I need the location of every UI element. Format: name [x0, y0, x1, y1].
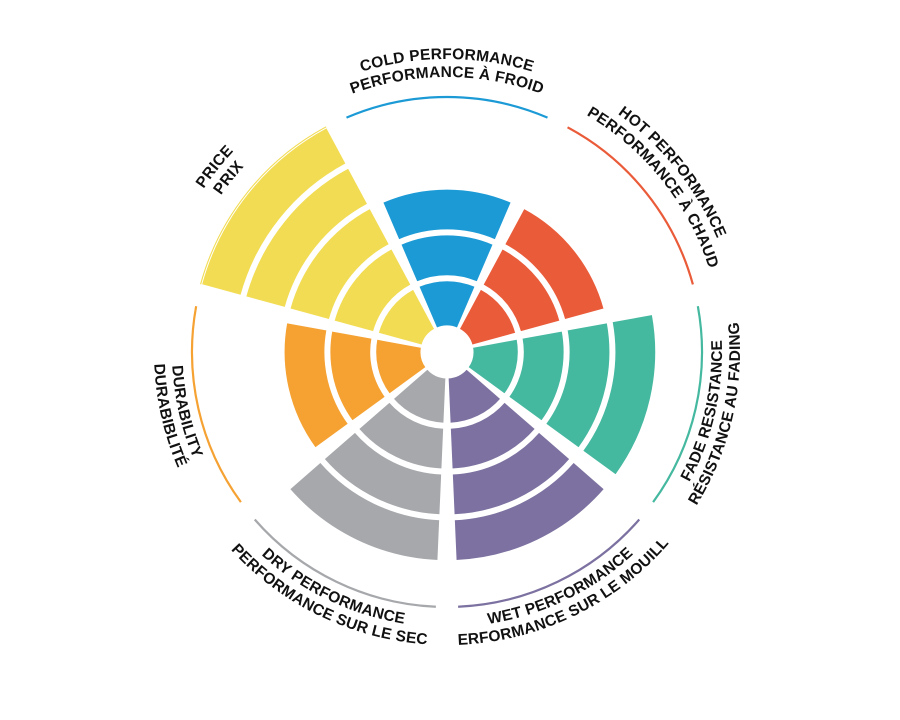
- ring-segment-dry-performance-level-1[interactable]: [392, 368, 447, 424]
- ring-segment-dry-performance-level-3[interactable]: [323, 431, 443, 516]
- ring-segment-cold-performance-level-1[interactable]: [418, 280, 476, 329]
- ring-segment-cold-performance-level-2[interactable]: [400, 234, 494, 283]
- ring-segment-wet-performance-level-2[interactable]: [449, 401, 536, 470]
- ring-segment-price-level-1[interactable]: [377, 288, 436, 346]
- ring-segment-wet-performance-level-1[interactable]: [447, 368, 502, 424]
- ring-segment-fade-resistance-level-3[interactable]: [544, 322, 611, 449]
- sector-wedges: [193, 127, 657, 562]
- ring-segment-durability-level-3[interactable]: [283, 322, 350, 449]
- ring-segment-wet-performance-level-4[interactable]: [453, 461, 606, 562]
- ring-segment-durability-level-1[interactable]: [375, 338, 427, 395]
- outer-reference-arc-fade-resistance: [652, 305, 704, 503]
- ring-segment-price-level-4[interactable]: [245, 167, 369, 309]
- sector-label-hot-performance-line1: HOT PERFORMANCE: [615, 103, 729, 240]
- ring-segment-price-level-2[interactable]: [333, 248, 412, 333]
- outer-reference-arc-dry-performance: [253, 518, 436, 608]
- ring-track-durability-level-5: [193, 306, 275, 502]
- ring-segment-cold-performance-level-3[interactable]: [382, 188, 512, 241]
- ring-segment-wet-performance-level-3[interactable]: [451, 431, 571, 516]
- outer-reference-arc-wet-performance: [458, 518, 641, 608]
- outer-reference-arc-hot-performance: [567, 126, 694, 285]
- ring-segment-fade-resistance-level-1[interactable]: [467, 338, 519, 395]
- outer-reference-arc-durability: [190, 305, 242, 503]
- ring-segment-price-level-5[interactable]: [200, 127, 347, 297]
- ring-segment-hot-performance-level-3[interactable]: [504, 207, 605, 321]
- outer-reference-arc-cold-performance: [346, 95, 548, 119]
- sector-label-wet-performance-line1: PERFORMANCE SUR LE MOUILLÉ: [0, 0, 672, 649]
- ring-segment-fade-resistance-level-4[interactable]: [582, 313, 657, 476]
- ring-segment-dry-performance-level-4[interactable]: [288, 461, 441, 562]
- ring-segment-durability-level-2[interactable]: [329, 330, 387, 422]
- ring-segment-price-level-3[interactable]: [289, 207, 390, 321]
- ring-segment-fade-resistance-level-2[interactable]: [507, 330, 565, 422]
- ring-segment-dry-performance-level-2[interactable]: [358, 401, 445, 470]
- ring-segment-hot-performance-level-1[interactable]: [458, 288, 517, 346]
- ring-segment-hot-performance-level-2[interactable]: [482, 248, 561, 333]
